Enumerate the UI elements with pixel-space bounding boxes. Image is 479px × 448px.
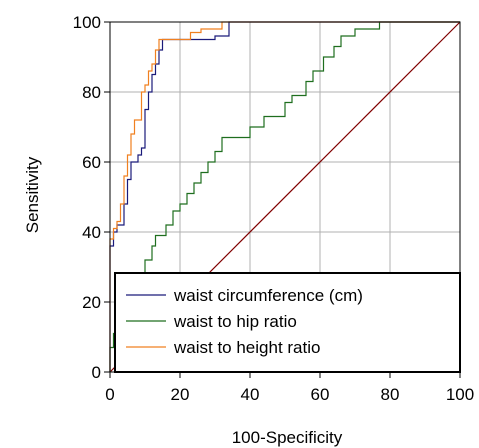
legend-label: waist to hip ratio [173, 312, 297, 331]
x-tick-label: 40 [241, 385, 260, 404]
x-tick-label: 80 [381, 385, 400, 404]
y-tick-label: 0 [92, 363, 101, 382]
legend: waist circumference (cm) waist to hip rat… [114, 272, 461, 373]
y-tick-label: 100 [73, 13, 101, 32]
y-tick-label: 20 [82, 293, 101, 312]
y-axis-title: Sensitivity [23, 156, 42, 233]
x-tick-label: 100 [446, 385, 474, 404]
x-axis-title: 100-Specificity [232, 428, 343, 447]
y-tick-label: 40 [82, 223, 101, 242]
ticks: 0 20 40 60 80 100 0 20 40 60 80 100 [73, 13, 475, 404]
x-tick-label: 0 [105, 385, 114, 404]
series-line-2 [109, 21, 460, 372]
legend-box [114, 272, 461, 373]
x-tick-label: 20 [171, 385, 190, 404]
y-tick-label: 60 [82, 153, 101, 172]
legend-label: waist circumference (cm) [173, 286, 363, 305]
series-line-0 [109, 21, 460, 372]
y-tick-label: 80 [82, 83, 101, 102]
x-tick-label: 60 [311, 385, 330, 404]
legend-label: waist to height ratio [173, 338, 320, 357]
